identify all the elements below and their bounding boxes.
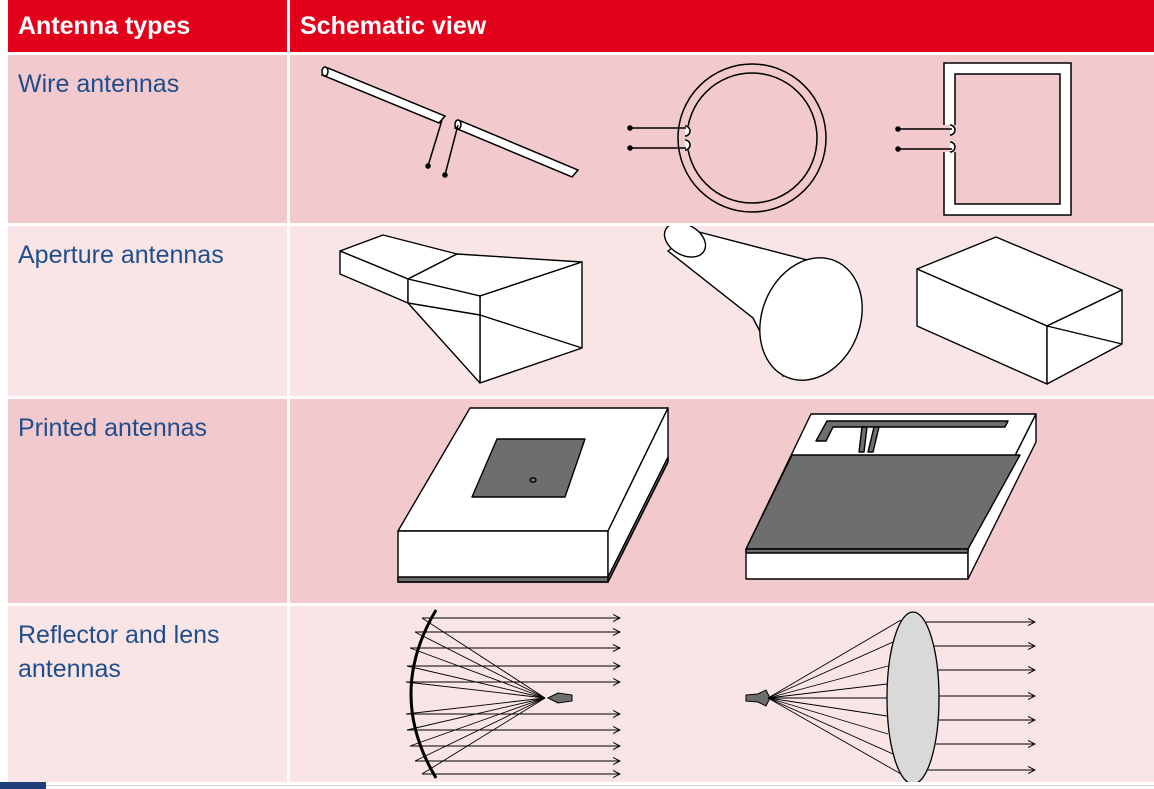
row-cell-aperture xyxy=(290,226,1154,396)
wire-antennas-art xyxy=(320,62,1072,216)
row-label-aperture: Aperture antennas xyxy=(8,226,287,396)
footer-divider xyxy=(46,785,1154,786)
dipole-antenna xyxy=(320,66,580,178)
rectangular-waveguide-aperture xyxy=(916,236,1123,385)
row-cell-wire xyxy=(290,55,1154,223)
footer-accent-bar xyxy=(0,782,46,789)
rectangular-loop-antenna xyxy=(895,62,1072,216)
header-schematic-view: Schematic view xyxy=(290,0,1154,52)
lens-antenna xyxy=(745,611,1035,782)
aperture-antennas-art xyxy=(339,226,1123,385)
printed-antennas-art xyxy=(397,407,1037,583)
header-antenna-types: Antenna types xyxy=(8,0,287,52)
reflector-lens-antennas-art xyxy=(405,609,1154,782)
row-label-reflector-lens: Reflector and lens antennas xyxy=(8,606,287,782)
pyramidal-horn-antenna xyxy=(339,234,583,384)
row-label-wire: Wire antennas xyxy=(8,55,287,223)
row-cell-printed xyxy=(290,399,1154,603)
row-label-printed: Printed antennas xyxy=(8,399,287,603)
microstrip-patch-antenna xyxy=(397,407,669,583)
circular-loop-antenna xyxy=(627,63,827,213)
row-cell-reflector-lens xyxy=(290,606,1154,782)
printed-inverted-f-antenna xyxy=(745,413,1037,580)
parabolic-reflector-antenna xyxy=(405,609,620,779)
conical-horn-antenna xyxy=(663,226,863,381)
